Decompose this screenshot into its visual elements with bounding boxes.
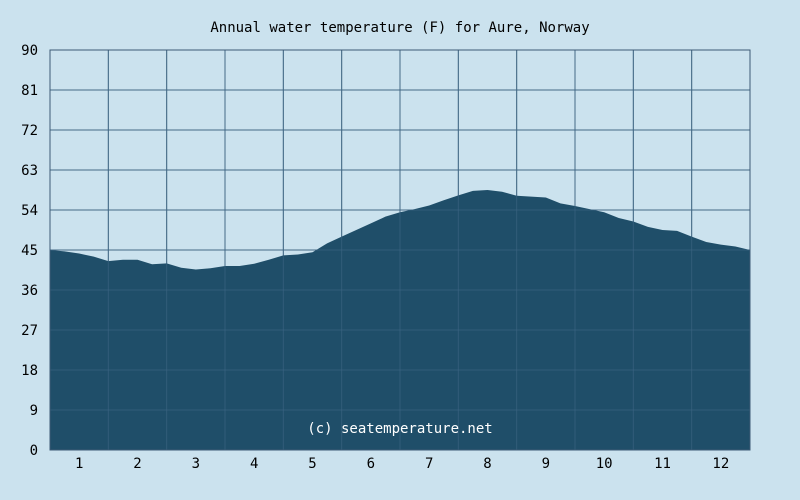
y-tick-label: 36: [21, 283, 38, 299]
x-tick-label: 10: [596, 456, 613, 472]
plot-area: [49, 49, 751, 451]
plot-border: [49, 49, 751, 451]
plot-frame: [49, 49, 751, 451]
y-tick-label: 27: [21, 323, 38, 339]
x-axis-ticks: 1 2 3 4 5 6 7 8 9 10 11 12: [75, 456, 729, 472]
x-tick-label: 3: [192, 456, 200, 472]
y-tick-label: 54: [21, 203, 38, 219]
x-tick-label: 8: [483, 456, 491, 472]
y-tick-label: 45: [21, 243, 38, 259]
y-tick-label: 63: [21, 163, 38, 179]
x-tick-label: 9: [542, 456, 550, 472]
x-tick-label: 4: [250, 456, 258, 472]
x-tick-label: 11: [654, 456, 671, 472]
x-tick-label: 2: [133, 456, 141, 472]
watermark: (c) seatemperature.net: [307, 421, 492, 437]
chart-title: Annual water temperature (F) for Aure, N…: [210, 20, 589, 36]
x-tick-label: 7: [425, 456, 433, 472]
y-axis-ticks: 0 9 18 27 36 45 54 63 72 81 90: [21, 43, 38, 459]
x-tick-label: 12: [712, 456, 729, 472]
y-tick-label: 90: [21, 43, 38, 59]
x-tick-label: 5: [308, 456, 316, 472]
x-tick-label: 1: [75, 456, 83, 472]
x-tick-label: 6: [367, 456, 375, 472]
y-tick-label: 18: [21, 363, 38, 379]
y-tick-label: 9: [30, 403, 38, 419]
y-tick-label: 0: [30, 443, 38, 459]
y-tick-label: 81: [21, 83, 38, 99]
y-tick-label: 72: [21, 123, 38, 139]
